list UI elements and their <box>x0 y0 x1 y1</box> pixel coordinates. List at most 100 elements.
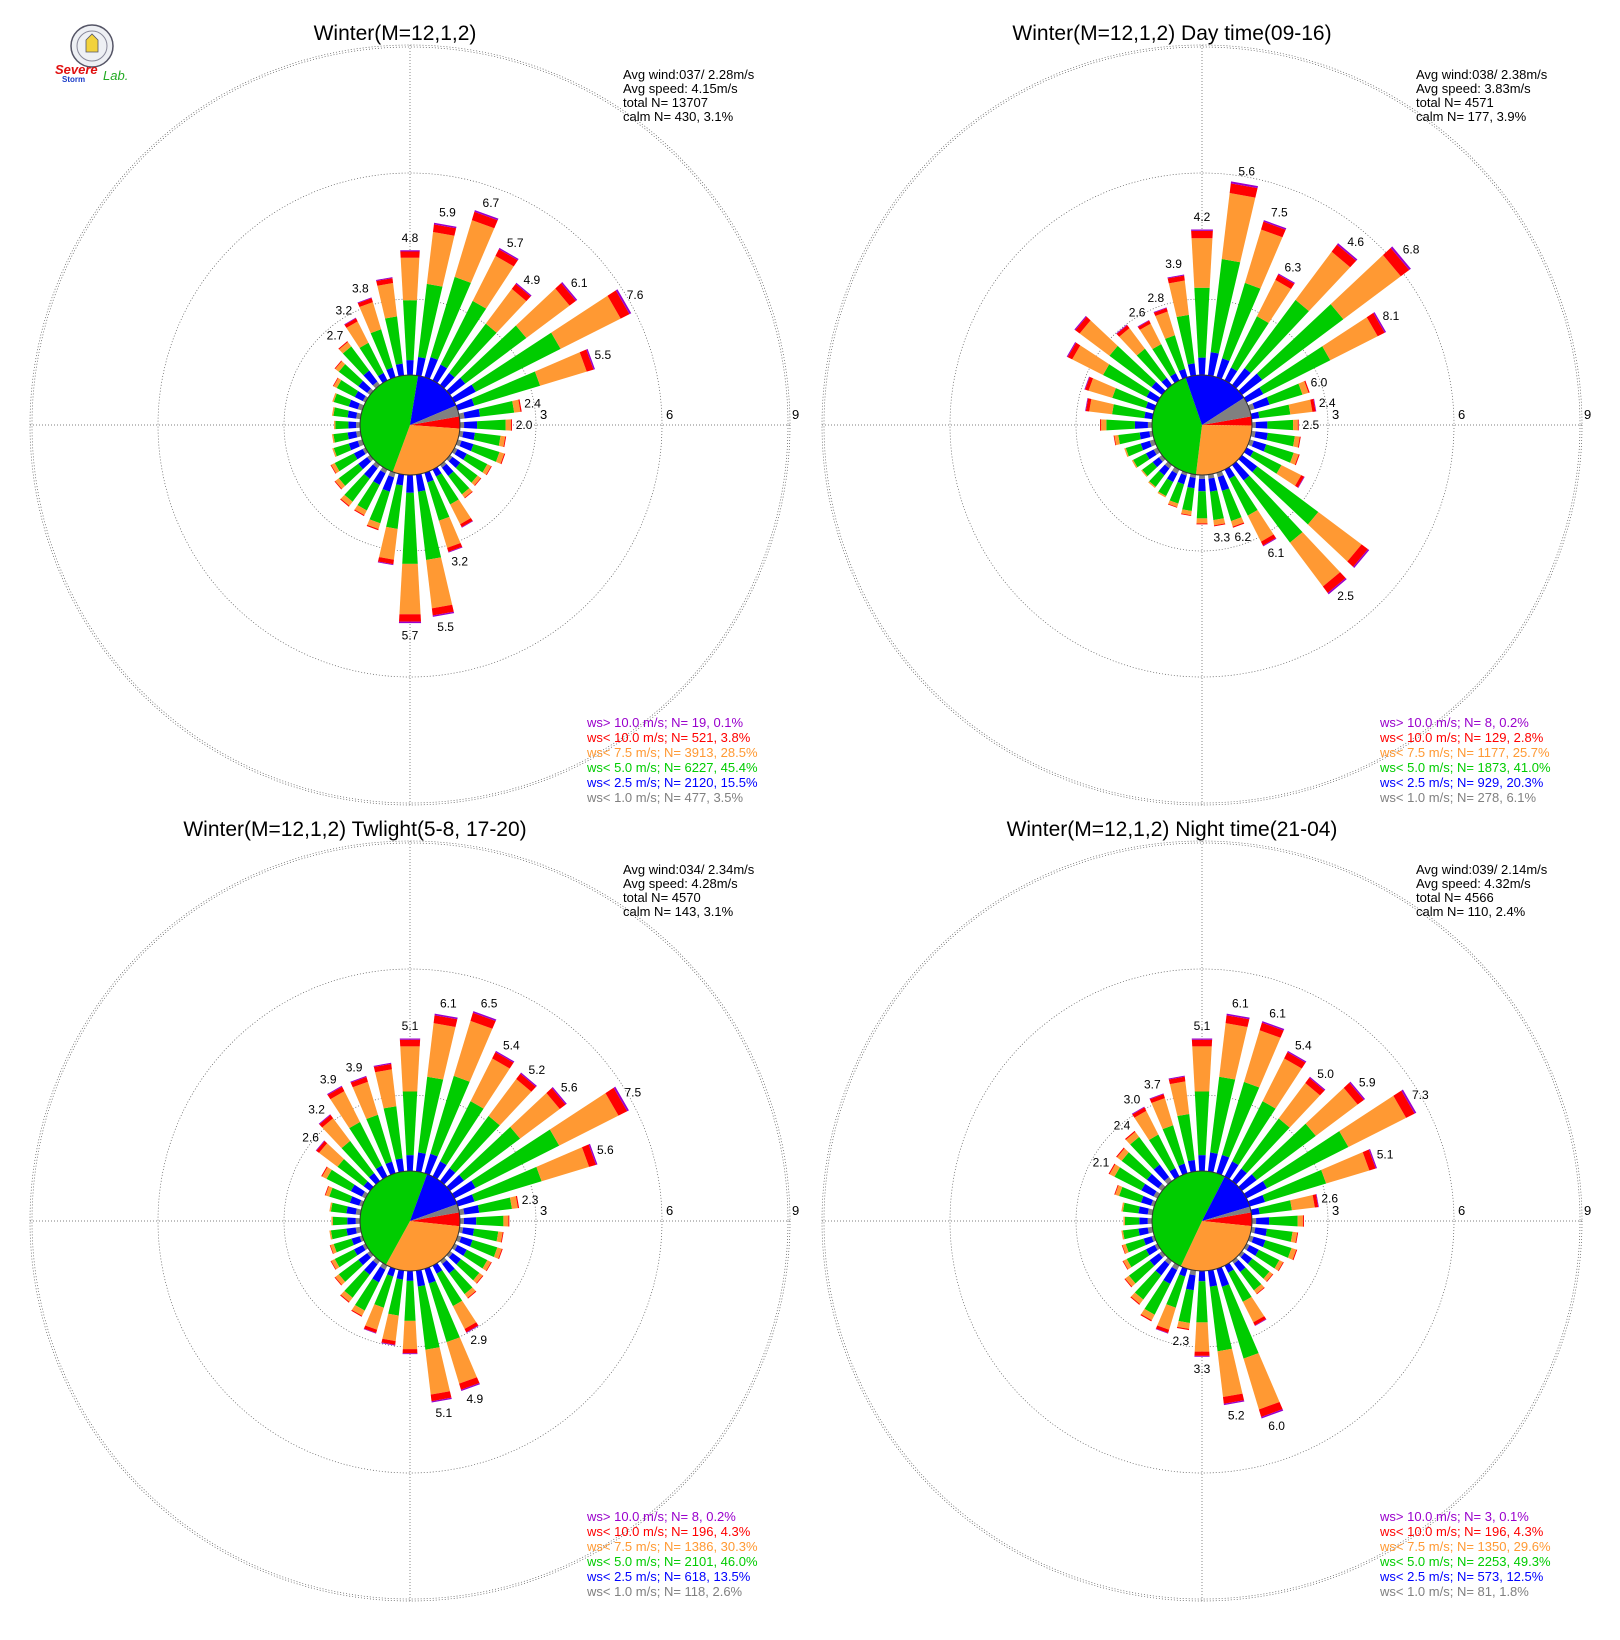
bar-dir-240 <box>1131 447 1161 469</box>
bar-segment-lt7_5 <box>1169 1081 1190 1117</box>
bar-segment-lt10 <box>447 542 463 552</box>
bar-segment-lt10 <box>433 1015 458 1027</box>
bar-segment-lt10 <box>1297 419 1299 431</box>
bar-total-label: 2.5 <box>1303 418 1320 432</box>
bar-total-label: 6.1 <box>440 997 457 1011</box>
bar-total-label: 5.5 <box>595 348 612 362</box>
bar-segment-lt7_5 <box>1115 1185 1123 1196</box>
bar-segment-lt5 <box>329 1187 353 1203</box>
bar-segment-lt2_5 <box>1217 475 1230 491</box>
bar-segment-gt10 <box>474 210 499 221</box>
pie-slice-lt10 <box>410 1212 461 1227</box>
bar-segment-lt2_5 <box>1166 470 1178 483</box>
bar-segment-lt10 <box>1305 1077 1325 1096</box>
bar-segment-lt1 <box>1153 447 1161 455</box>
bar-segment-lt10 <box>1155 1325 1170 1334</box>
bar-segment-gt10 <box>1155 1328 1169 1334</box>
bar-total-label: 5.2 <box>1228 1408 1245 1422</box>
bar-segment-lt2_5 <box>1243 387 1264 403</box>
bar-segment-lt5 <box>1269 1215 1298 1227</box>
bar-segment-lt5 <box>440 300 487 369</box>
bar-segment-lt5 <box>349 1121 382 1169</box>
bar-total-label: 5.1 <box>1194 1019 1211 1033</box>
bar-segment-lt2_5 <box>1198 357 1206 376</box>
radial-ring-9 <box>31 842 789 1600</box>
bar-dir-10: 6.1 <box>1207 997 1250 1173</box>
bar-total-label: 3.0 <box>1124 1093 1141 1107</box>
bar-segment-lt2_5 <box>382 475 395 492</box>
avg-wind-text: Avg wind:039/ 2.14m/s <box>1416 862 1548 877</box>
bar-segment-lt2_5 <box>455 1194 475 1207</box>
bar-segment-lt7_5 <box>1321 1152 1370 1184</box>
bar-segment-lt7_5 <box>1330 255 1401 320</box>
bar-segment-lt7_5 <box>1131 1292 1144 1304</box>
bar-segment-lt5 <box>1221 488 1242 522</box>
legend-entry-lt10: ws< 10.0 m/s; N= 196, 4.3% <box>1379 1524 1544 1539</box>
bar-dir-240 <box>1122 1243 1161 1270</box>
bar-segment-gt10 <box>318 1114 331 1125</box>
bar-segment-lt10 <box>1181 513 1192 517</box>
bar-segment-lt5 <box>427 480 450 521</box>
bar-segment-gt10 <box>1149 1093 1164 1100</box>
bar-segment-lt7_5 <box>352 1081 378 1120</box>
bar-segment-lt1 <box>362 396 369 403</box>
bar-segment-lt2_5 <box>1139 431 1151 440</box>
bar-segment-lt10 <box>1225 1015 1250 1027</box>
bar-segment-lt2_5 <box>1143 1236 1154 1246</box>
bar-dir-270 <box>1100 419 1153 431</box>
bar-segment-lt5 <box>417 490 442 560</box>
bar-segment-lt10 <box>1137 320 1151 330</box>
bar-dir-250 <box>329 1235 365 1255</box>
bar-total-label: 6.3 <box>1285 261 1302 275</box>
bar-segment-lt5 <box>1251 1123 1316 1181</box>
bar-segment-lt1 <box>355 1217 361 1225</box>
bar-dir-290 <box>1114 1184 1157 1207</box>
bar-segment-lt2_5 <box>387 1266 396 1277</box>
legend-entry-lt1: ws< 1.0 m/s; N= 278, 6.1% <box>1379 790 1537 805</box>
bar-segment-lt1 <box>458 1208 465 1216</box>
bar-segment-gt10 <box>1336 243 1358 261</box>
bar-segment-lt2_5 <box>1198 1155 1206 1172</box>
radial-ring-6 <box>949 968 1455 1474</box>
legend-entry-lt7_5: ws< 7.5 m/s; N= 1350, 29.6% <box>1379 1539 1551 1554</box>
bar-segment-lt10 <box>464 491 473 499</box>
chart-title: Winter(M=12,1,2) Twlight(5-8, 17-20) <box>183 818 526 841</box>
pie-slice-lt2_5 <box>1185 375 1244 425</box>
bar-segment-lt5 <box>1124 1216 1140 1226</box>
legend-entry-lt2_5: ws< 2.5 m/s; N= 573, 12.5% <box>1379 1569 1544 1584</box>
bar-segment-lt7_5 <box>331 1216 333 1226</box>
bar-segment-lt7_5 <box>426 557 453 609</box>
bar-segment-lt1 <box>355 1208 362 1216</box>
bar-dir-350 <box>1168 1075 1197 1173</box>
bar-segment-lt7_5 <box>1289 532 1341 587</box>
bar-total-label: 6.0 <box>1311 375 1328 389</box>
wind-rose-panel-2: 3 6 9 4.2 5.6 7.5 6.3 4.6 6.8 8.1 6.0 2.4 2.5 2.5 6.1 6… <box>821 22 1591 806</box>
bar-segment-lt2_5 <box>1243 447 1254 457</box>
bar-segment-gt10 <box>1309 1076 1326 1091</box>
bar-segment-lt10 <box>464 1322 479 1333</box>
bar-segment-lt10 <box>1258 1401 1283 1417</box>
bar-dir-10: 6.1 <box>415 997 458 1173</box>
bar-segment-lt2_5 <box>459 440 474 452</box>
bar-segment-lt10 <box>1132 1107 1147 1118</box>
bar-total-label: 6.5 <box>481 997 498 1011</box>
bar-segment-lt1 <box>1164 461 1173 469</box>
bar-segment-lt2_5 <box>353 1244 366 1256</box>
bar-segment-gt10 <box>363 1328 377 1334</box>
bar-dir-120 <box>451 1243 492 1272</box>
bar-segment-lt2_5 <box>347 1217 356 1225</box>
bar-segment-lt10 <box>500 453 506 465</box>
bar-dir-290 <box>1084 376 1157 411</box>
bar-segment-lt1 <box>361 1191 369 1199</box>
center-pie <box>359 1170 461 1272</box>
bar-segment-lt7_5 <box>1134 1110 1159 1140</box>
bar-segment-lt2_5 <box>1151 381 1166 396</box>
bar-dir-30: 5.7 <box>432 236 524 384</box>
bar-total-label: 3.2 <box>336 303 353 317</box>
bar-dir-160: 4.9 <box>424 1266 484 1406</box>
bar-segment-lt7_5 <box>1247 509 1274 542</box>
bar-segment-lt2_5 <box>1155 1260 1170 1276</box>
bar-segment-lt5 <box>1240 1267 1262 1291</box>
bar-dir-290 <box>324 1185 365 1207</box>
bar-segment-lt7_5 <box>1278 1082 1321 1128</box>
